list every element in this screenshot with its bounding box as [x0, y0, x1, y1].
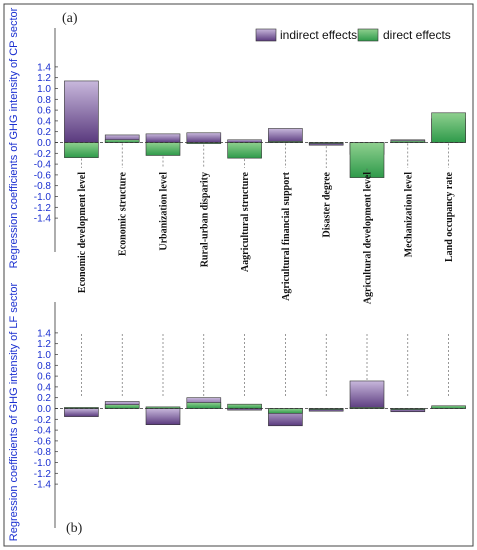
y-tick-label: -0.4	[34, 426, 52, 437]
category-label: Agricultural development level	[363, 172, 374, 304]
bar-indirect	[186, 132, 222, 143]
y-tick-label: -0.6	[34, 436, 52, 447]
y-tick-label: -1.4	[34, 214, 52, 225]
y-tick-label: -1.4	[34, 480, 52, 491]
category-label: Urbanization level	[159, 172, 170, 251]
category-labels: Economic development level Economic struc…	[77, 171, 455, 304]
y-tick-label: 0.6	[37, 106, 51, 117]
bar-direct	[64, 142, 99, 158]
bar-direct	[227, 403, 262, 409]
y-tick-label: -0.6	[34, 170, 52, 181]
category-label: Rural-urban disparity	[199, 172, 210, 267]
y-tick-label: -1.0	[34, 192, 52, 203]
panel-b: (b) Regression coefficients of GHG inten…	[8, 282, 466, 541]
y-tick-label: 0.2	[37, 393, 51, 404]
bar-direct	[186, 402, 222, 409]
bar-direct	[186, 142, 222, 144]
y-tick-label: -0.2	[34, 415, 52, 426]
category-label: Land occupancy rate	[444, 171, 455, 262]
y-tick-label: 0.8	[37, 361, 51, 372]
panel-a-y-axis-label: Regression coefficients of GHG intensity…	[8, 7, 20, 268]
bar-direct	[431, 405, 466, 409]
bar-direct	[268, 408, 303, 414]
legend-direct-swatch	[357, 28, 379, 42]
y-tick-label: 0.4	[37, 116, 51, 127]
y-tick-label: 1.4	[37, 62, 51, 73]
panel-b-label: (b)	[66, 521, 83, 536]
bar-direct	[104, 404, 140, 409]
bar-indirect	[227, 139, 262, 143]
category-label: Agricultural financial support	[281, 171, 292, 301]
y-tick-label: -0.2	[34, 149, 52, 160]
y-tick-label: 1.0	[37, 350, 51, 361]
panel-a-label: (a)	[62, 11, 78, 26]
bar-indirect	[145, 133, 181, 143]
category-label: Disaster degree	[322, 171, 333, 237]
bar-direct	[104, 139, 140, 143]
y-tick-label: 0.6	[37, 372, 51, 383]
category-label: Economic structure	[118, 171, 129, 256]
y-tick-label: -1.0	[34, 458, 52, 469]
bar-indirect	[64, 80, 99, 143]
bar-direct	[431, 112, 466, 143]
y-tick-label: -0.8	[34, 181, 52, 192]
y-tick-label: 1.4	[37, 328, 51, 339]
panel-b-y-axis-label: Regression coefficients of GHG intensity…	[8, 282, 20, 541]
y-tick-label: 1.2	[37, 73, 51, 84]
bar-direct	[145, 142, 181, 156]
legend-direct-label: direct effects	[383, 28, 451, 42]
y-tick-label: 0.8	[37, 95, 51, 106]
bar-indirect	[145, 408, 181, 426]
y-tick-label: 0.4	[37, 382, 51, 393]
y-tick-label: 1.2	[37, 339, 51, 350]
bar-indirect	[64, 408, 99, 417]
category-label: Mechanization level	[403, 172, 414, 257]
bar-indirect	[268, 128, 303, 143]
category-label: Aagricultural structure	[240, 171, 251, 272]
y-tick-label: -1.2	[34, 203, 52, 214]
y-tick-label: 0.0	[37, 404, 51, 415]
legend: indirect effects direct effects	[255, 28, 451, 42]
y-tick-label: -0.8	[34, 447, 52, 458]
y-tick-label: 0.0	[37, 138, 51, 149]
legend-indirect-swatch	[255, 28, 277, 42]
category-label: Economic development level	[77, 172, 88, 293]
y-tick-label: -0.4	[34, 160, 52, 171]
bar-indirect	[349, 380, 385, 409]
y-tick-label: 0.2	[37, 127, 51, 138]
bar-direct	[227, 142, 262, 159]
y-tick-label: -1.2	[34, 469, 52, 480]
panel-a: (a) Regression coefficients of GHG inten…	[8, 7, 466, 398]
y-tick-label: 1.0	[37, 84, 51, 95]
legend-indirect-label: indirect effects	[280, 28, 357, 42]
